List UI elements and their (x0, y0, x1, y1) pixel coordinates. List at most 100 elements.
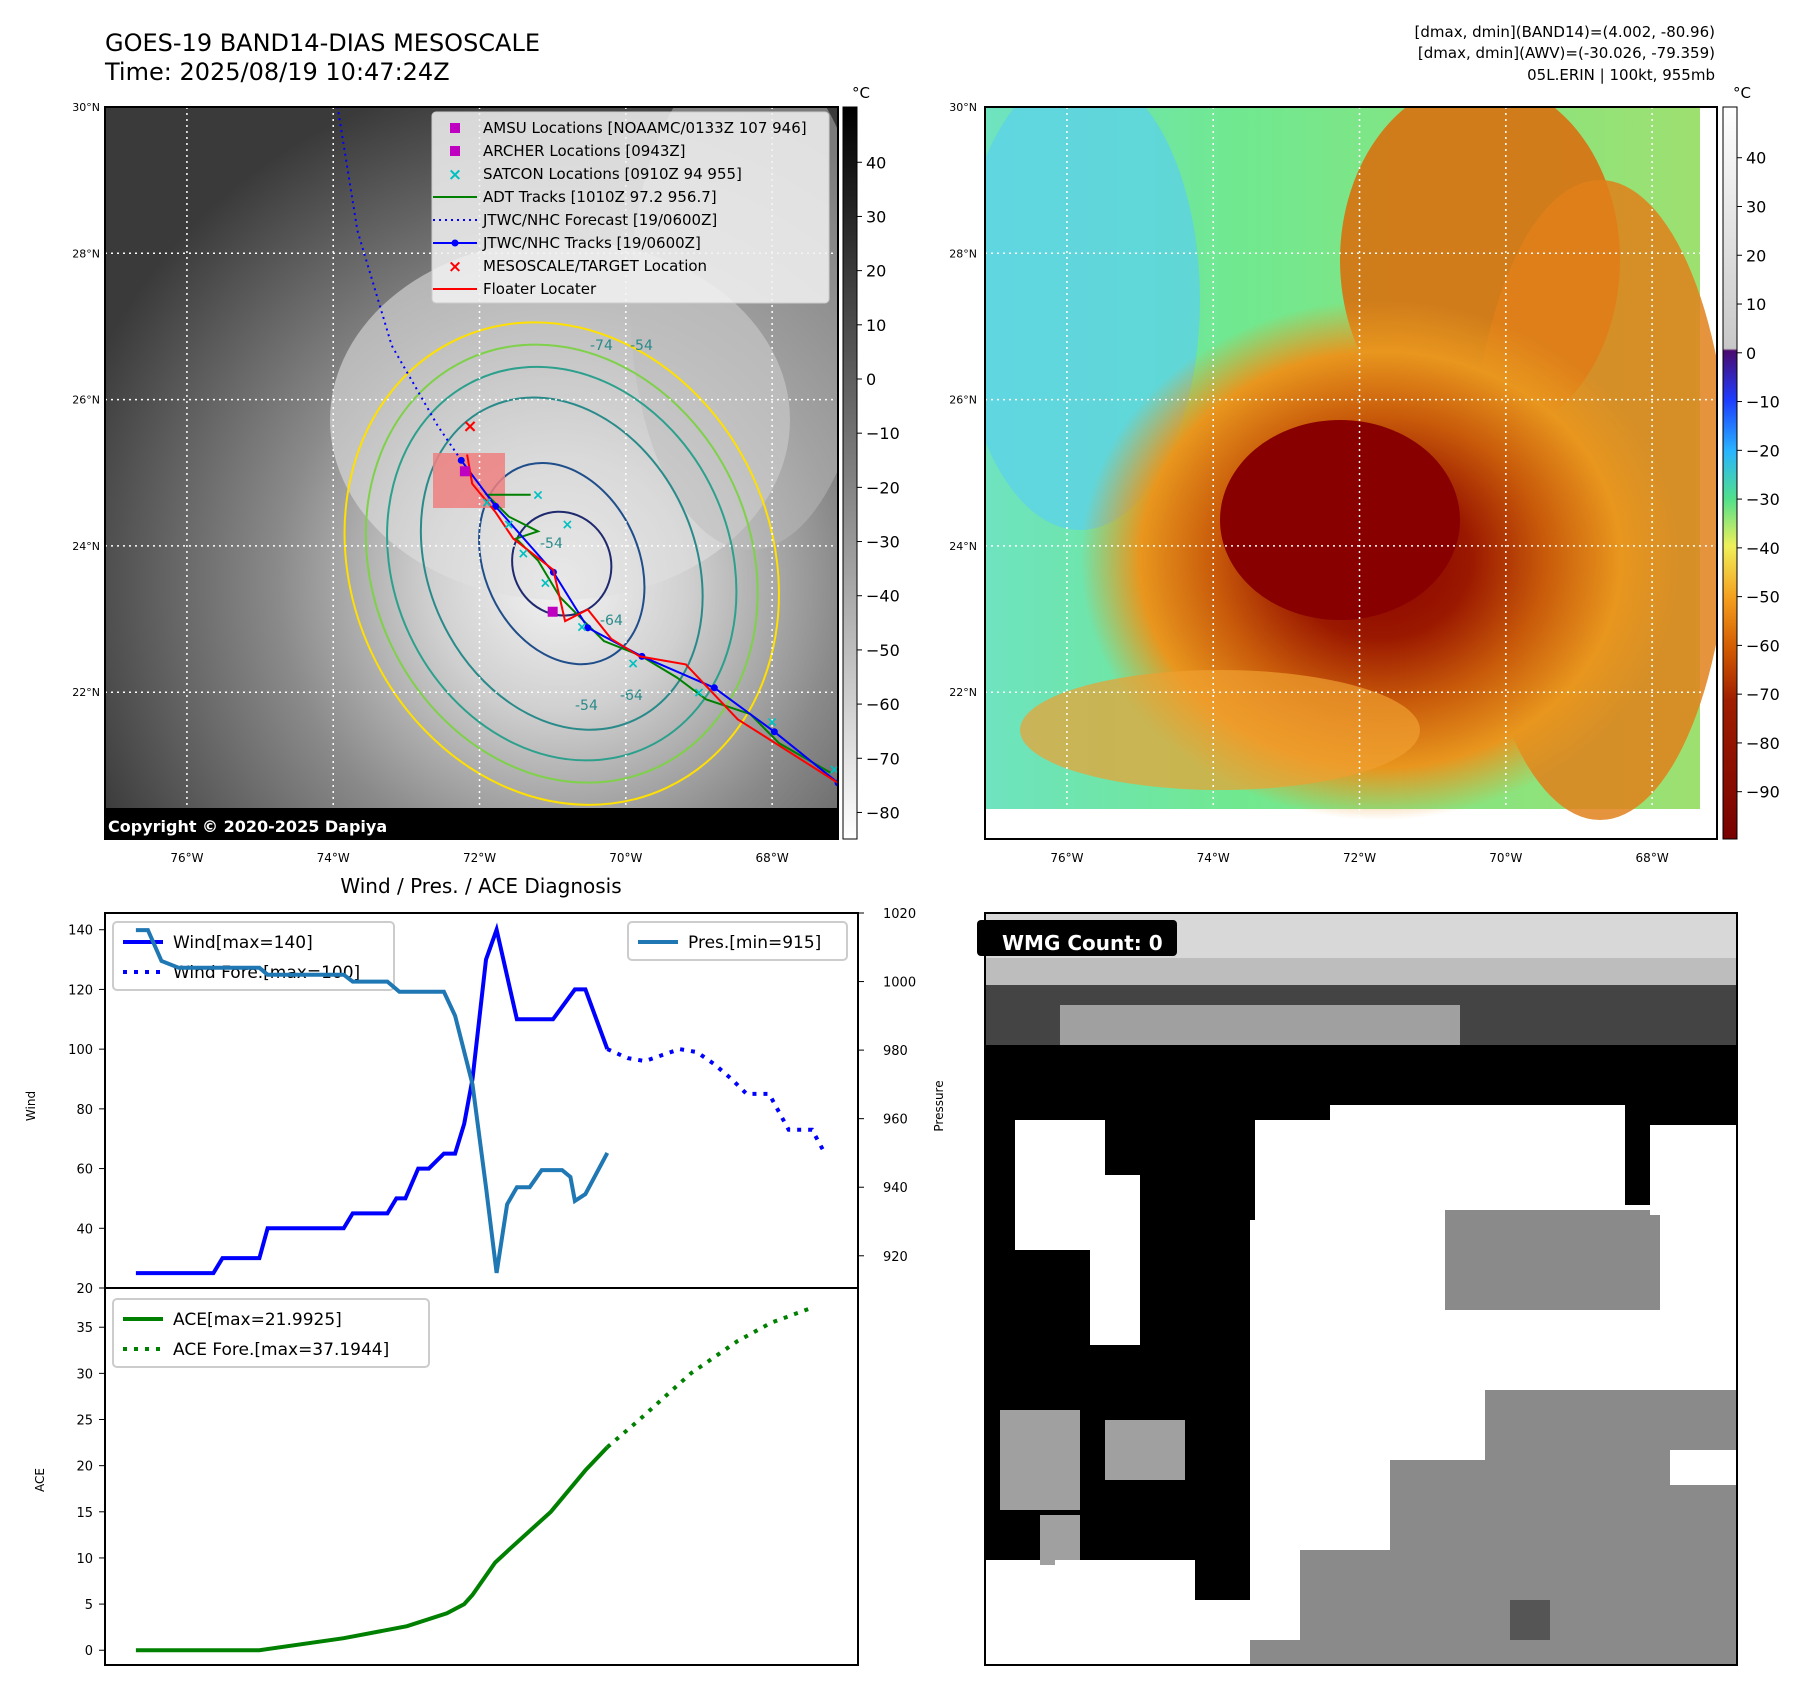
forecast-track (336, 107, 463, 461)
y-tick-label: 40 (76, 1222, 93, 1237)
legend-x-icon: × (448, 165, 462, 185)
legend-label: JTWC/NHC Forecast [19/0600Z] (482, 211, 717, 229)
satcon-marker: × (828, 762, 840, 778)
longitude-label: 70°W (609, 851, 642, 865)
longitude-label: 68°W (756, 851, 789, 865)
series-line-0 (135, 922, 610, 1276)
awv-frame (984, 106, 1718, 840)
target-marker: × (462, 416, 477, 437)
contour-line (386, 365, 738, 762)
latitude-label: 22°N (949, 686, 977, 699)
y-tick-label: 35 (76, 1321, 93, 1336)
latitude-label: 26°N (72, 394, 100, 407)
series-line-0 (135, 1445, 609, 1653)
colorbar-tick-label: −80 (1746, 734, 1780, 753)
longitude-label: 72°W (1343, 851, 1376, 865)
legend-square-icon (450, 123, 460, 133)
legend-x-icon: × (448, 257, 462, 277)
colorbar-tick-label: −40 (1746, 539, 1780, 558)
legend-label: ARCHER Locations [0943Z] (483, 142, 686, 160)
y-tick-label: 120 (68, 983, 93, 998)
jtwc-track-point (710, 684, 718, 692)
contour-label: -54 (540, 536, 563, 552)
colorbar-tick-label: −10 (1746, 393, 1780, 412)
longitude-label: 72°W (463, 851, 496, 865)
jtwc-track-point (492, 502, 500, 510)
longitude-label: 76°W (170, 851, 203, 865)
contour-label: -64 (620, 688, 643, 704)
latitude-label: 22°N (72, 686, 100, 699)
latitude-label: 26°N (949, 394, 977, 407)
colorbar-tick-label: −20 (866, 478, 900, 497)
lat-lon-labels: 30°N 28°N 26°N 24°N 22°N 76°W 74°W 72°W 70°W 68°W… (72, 101, 1669, 865)
chart-legend (627, 921, 848, 961)
colorbar-tick-label: −40 (866, 587, 900, 606)
latitude-label: 24°N (949, 540, 977, 553)
satcon-marker: × (766, 714, 778, 730)
satcon-marker: × (539, 575, 551, 591)
temperature-contours: -54 -74 -64 -64 -54 -54 (343, 321, 780, 806)
map-legend: AMSU Locations [NOAAMC/0133Z 107 946] ARC… (431, 111, 830, 304)
y2-tick-label: 920 (883, 1250, 908, 1265)
satcon-marker: × (627, 656, 639, 672)
legend-square-icon (450, 146, 460, 156)
jtwc-track-point (457, 456, 465, 464)
contour-line (478, 462, 646, 666)
legend-dot-icon (451, 239, 459, 247)
figure-time: Time: 2025/08/19 10:47:24Z (104, 58, 450, 86)
satcon-marker: × (576, 619, 588, 635)
colorbar-tick-label: 40 (1746, 149, 1766, 168)
latitude-label: 28°N (72, 247, 100, 260)
chart-legend (112, 1298, 430, 1368)
colorbar-tick-label: 0 (866, 370, 876, 389)
band14-colorbar-unit: °C (852, 84, 870, 102)
contour-line (419, 396, 704, 731)
legend-label: AMSU Locations [NOAAMC/0133Z 107 946] (483, 119, 807, 137)
latitude-label: 30°N (949, 101, 977, 114)
colorbar-tick-label: 40 (866, 153, 886, 172)
wind-pressure-chart: 20 40 60 80 100 120 140 920 940 960 980 1000 1020 Win… (68, 907, 916, 1297)
wmg-count-label: WMG Count: 0 (1002, 931, 1163, 955)
archer-marker (547, 606, 558, 617)
colorbar-tick-label: 0 (1746, 344, 1756, 363)
colorbar-tick-label: −60 (866, 695, 900, 714)
colorbar-tick-label: −80 (866, 803, 900, 822)
series-line-1 (606, 1047, 826, 1152)
colorbar-tick-label: −50 (1746, 588, 1780, 607)
legend-label: JTWC/NHC Tracks [19/0600Z] (482, 234, 701, 252)
y2-tick-label: 940 (883, 1181, 908, 1196)
band14-colorbar-ticks: 40 30 20 10 0 −10 −20 −30 −40 −50 −60 −70 −80 (857, 153, 900, 822)
y-tick-label: 20 (76, 1460, 93, 1475)
awv-colorbar-ticks: 40 30 20 10 0 −10 −20 −30 −40 −50 −60 −70 −80 −90 (1737, 149, 1780, 802)
colorbar-tick-label: −30 (866, 533, 900, 552)
floater-track (466, 454, 838, 784)
storm-info: 05L.ERIN | 100kt, 955mb (1527, 66, 1715, 84)
y2-tick-label: 980 (883, 1044, 908, 1059)
y-tick-label: 25 (76, 1414, 93, 1429)
y2-tick-label: 960 (883, 1113, 908, 1128)
latitude-label: 30°N (72, 101, 100, 114)
contour-line (364, 343, 759, 784)
satcon-marker: × (481, 495, 493, 511)
y-tick-label: 100 (68, 1043, 93, 1058)
satcon-marker: × (693, 685, 705, 701)
legend-label: ADT Tracks [1010Z 97.2 956.7] (483, 188, 717, 206)
colorbar-tick-label: −10 (866, 424, 900, 443)
y-tick-label: 10 (76, 1552, 93, 1567)
satcon-marker: × (503, 517, 515, 533)
y2-tick-label: 1000 (883, 976, 916, 991)
y-tick-label: 0 (85, 1644, 93, 1659)
longitude-label: 74°W (317, 851, 350, 865)
awv-range: [dmax, dmin](AWV)=(-30.026, -79.359) (1418, 44, 1715, 62)
ace-chart: 0 5 10 15 20 25 30 35 ACE[max=21.9925] ACE Fore.[… (76, 1287, 859, 1666)
awv-colorbar (1722, 106, 1738, 840)
colorbar-tick-label: 20 (866, 262, 886, 281)
figure-title: GOES-19 BAND14-DIAS MESOSCALE (105, 29, 540, 57)
longitude-label: 74°W (1197, 851, 1230, 865)
colorbar-tick-label: −60 (1746, 636, 1780, 655)
longitude-label: 68°W (1636, 851, 1669, 865)
storm-tracks: ××××××××× ××× (336, 107, 840, 787)
colorbar-tick-label: 10 (866, 316, 886, 335)
colorbar-tick-label: 30 (866, 207, 886, 226)
ir-frame (104, 106, 839, 840)
